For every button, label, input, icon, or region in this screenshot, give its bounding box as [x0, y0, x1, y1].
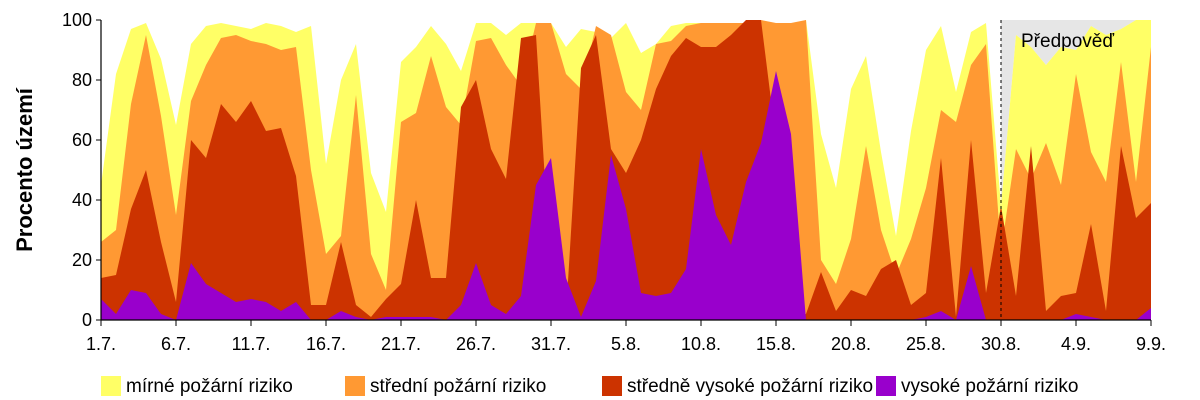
legend-label: vysoké požární riziko [901, 376, 1078, 397]
y-axis-ticks: 0 20 40 60 80 100 [62, 10, 101, 330]
legend-label: střední požární riziko [370, 376, 546, 397]
forecast-region: Předpověď [1000, 20, 1114, 320]
legend-swatch [101, 376, 121, 396]
legend-label: středně vysoké požární riziko [627, 376, 873, 397]
x-tick-label: 9.9. [1136, 334, 1166, 354]
legend-label: mírné požární riziko [126, 376, 293, 397]
area-high-risk [101, 71, 1151, 320]
y-tick-label: 0 [82, 310, 92, 330]
x-tick-label: 11.7. [232, 334, 271, 354]
legend-item: středně vysoké požární riziko [602, 376, 873, 397]
x-tick-label: 20.8. [831, 334, 871, 354]
x-tick-label: 5.8. [611, 334, 641, 354]
y-tick-label: 100 [62, 10, 92, 30]
legend-swatch [602, 376, 622, 396]
y-axis-title: Procento území [12, 87, 37, 252]
y-tick-label: 80 [72, 70, 92, 90]
x-tick-label: 16.7. [306, 334, 346, 354]
legend-swatch [876, 376, 896, 396]
area-medium-risk [101, 20, 1151, 320]
x-tick-label: 6.7. [161, 334, 191, 354]
x-axis-ticks: 1.7. 6.7. 11.7. 16.7. 21.7. 26.7. 31.7. 5.8. 10.… [86, 320, 1166, 354]
x-tick-label: 31.7. [531, 334, 571, 354]
x-tick-label: 10.8. [681, 334, 721, 354]
legend-item: střední požární riziko [345, 376, 546, 397]
x-tick-label: 26.7. [456, 334, 496, 354]
forecast-label: Předpověď [1021, 31, 1114, 52]
x-tick-label: 25.8. [906, 334, 946, 354]
legend-item: mírné požární riziko [101, 376, 293, 397]
x-tick-label: 15.8. [756, 334, 796, 354]
y-tick-label: 40 [72, 190, 92, 210]
y-tick-label: 20 [72, 250, 92, 270]
x-tick-label: 30.8. [981, 334, 1021, 354]
x-tick-label: 21.7. [381, 334, 421, 354]
legend: mírné požární riziko střední požární rizi… [101, 376, 1078, 397]
legend-item: vysoké požární riziko [876, 376, 1078, 397]
x-tick-label: 1.7. [86, 334, 116, 354]
legend-swatch [345, 376, 365, 396]
area-series [101, 20, 1151, 320]
y-tick-label: 60 [72, 130, 92, 150]
x-tick-label: 4.9. [1061, 334, 1091, 354]
